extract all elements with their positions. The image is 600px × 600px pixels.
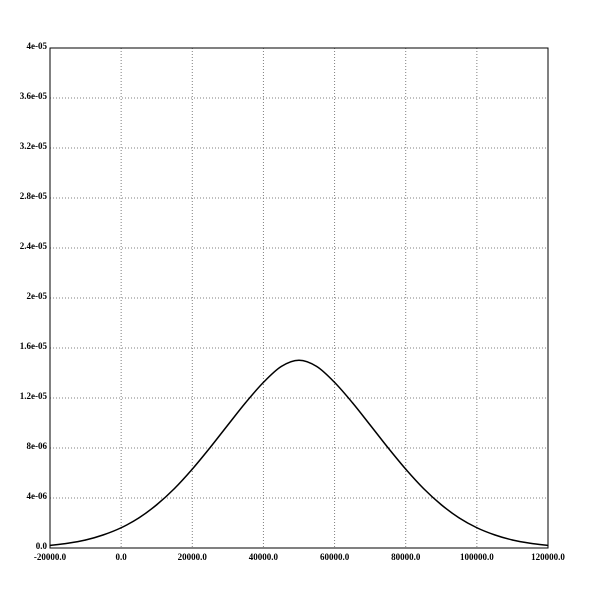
data-point	[511, 539, 514, 541]
data-point	[120, 527, 122, 529]
x-tick-label: 20000.0	[178, 552, 208, 562]
data-point	[245, 402, 247, 404]
data-point	[191, 468, 193, 470]
data-point	[333, 381, 336, 383]
data-point	[84, 539, 87, 541]
data-point	[138, 517, 140, 519]
data-point	[369, 424, 371, 426]
x-tick-label: -20000.0	[34, 552, 67, 562]
series-layer	[49, 359, 549, 547]
data-point	[351, 402, 353, 404]
data-point	[476, 527, 478, 529]
data-point	[387, 447, 389, 449]
data-point	[316, 365, 318, 368]
y-tick-label: 1.2e-05	[20, 391, 48, 401]
y-tick-label: 0.0	[36, 541, 48, 551]
data-point	[529, 542, 531, 544]
data-point	[280, 365, 282, 368]
y-tick-label: 3.6e-05	[20, 91, 48, 101]
series-line	[49, 359, 549, 547]
data-point	[173, 487, 176, 490]
gridlines	[49, 47, 549, 549]
y-tick-label: 4e-06	[27, 491, 48, 501]
data-point	[209, 447, 211, 449]
data-point	[227, 424, 229, 426]
x-tick-label: 60000.0	[320, 552, 350, 562]
data-point	[494, 534, 496, 536]
x-tick-label: 40000.0	[249, 552, 279, 562]
y-tick-label: 2e-05	[27, 291, 48, 301]
data-point	[440, 504, 442, 506]
x-tick-labels: -20000.0 0.0 20000.0 40000.0 60000.0 80000.0 1…	[34, 552, 566, 562]
data-point	[262, 381, 265, 383]
y-tick-labels: 0.0 4e-06 8e-06 1.2e-05 1.6e-05 2e-05 2.4e-05 2…	[20, 41, 48, 551]
x-tick-label: 120000.0	[531, 552, 565, 562]
y-tick-label: 3.2e-05	[20, 141, 48, 151]
data-point	[405, 468, 407, 470]
plot-frame	[49, 47, 549, 549]
data-point	[67, 542, 69, 544]
y-tick-label: 8e-06	[27, 441, 48, 451]
data-point	[156, 504, 158, 506]
data-point	[458, 517, 460, 519]
x-tick-label: 100000.0	[460, 552, 494, 562]
data-point	[102, 534, 104, 536]
y-tick-label: 2.4e-05	[20, 241, 48, 251]
y-tick-label: 2.8e-05	[20, 191, 48, 201]
data-point	[422, 487, 425, 490]
x-tick-label: 0.0	[116, 552, 128, 562]
data-point	[298, 359, 300, 361]
x-tick-label: 80000.0	[391, 552, 421, 562]
y-tick-label: 1.6e-05	[20, 341, 48, 351]
y-tick-label: 4e-05	[27, 41, 48, 51]
